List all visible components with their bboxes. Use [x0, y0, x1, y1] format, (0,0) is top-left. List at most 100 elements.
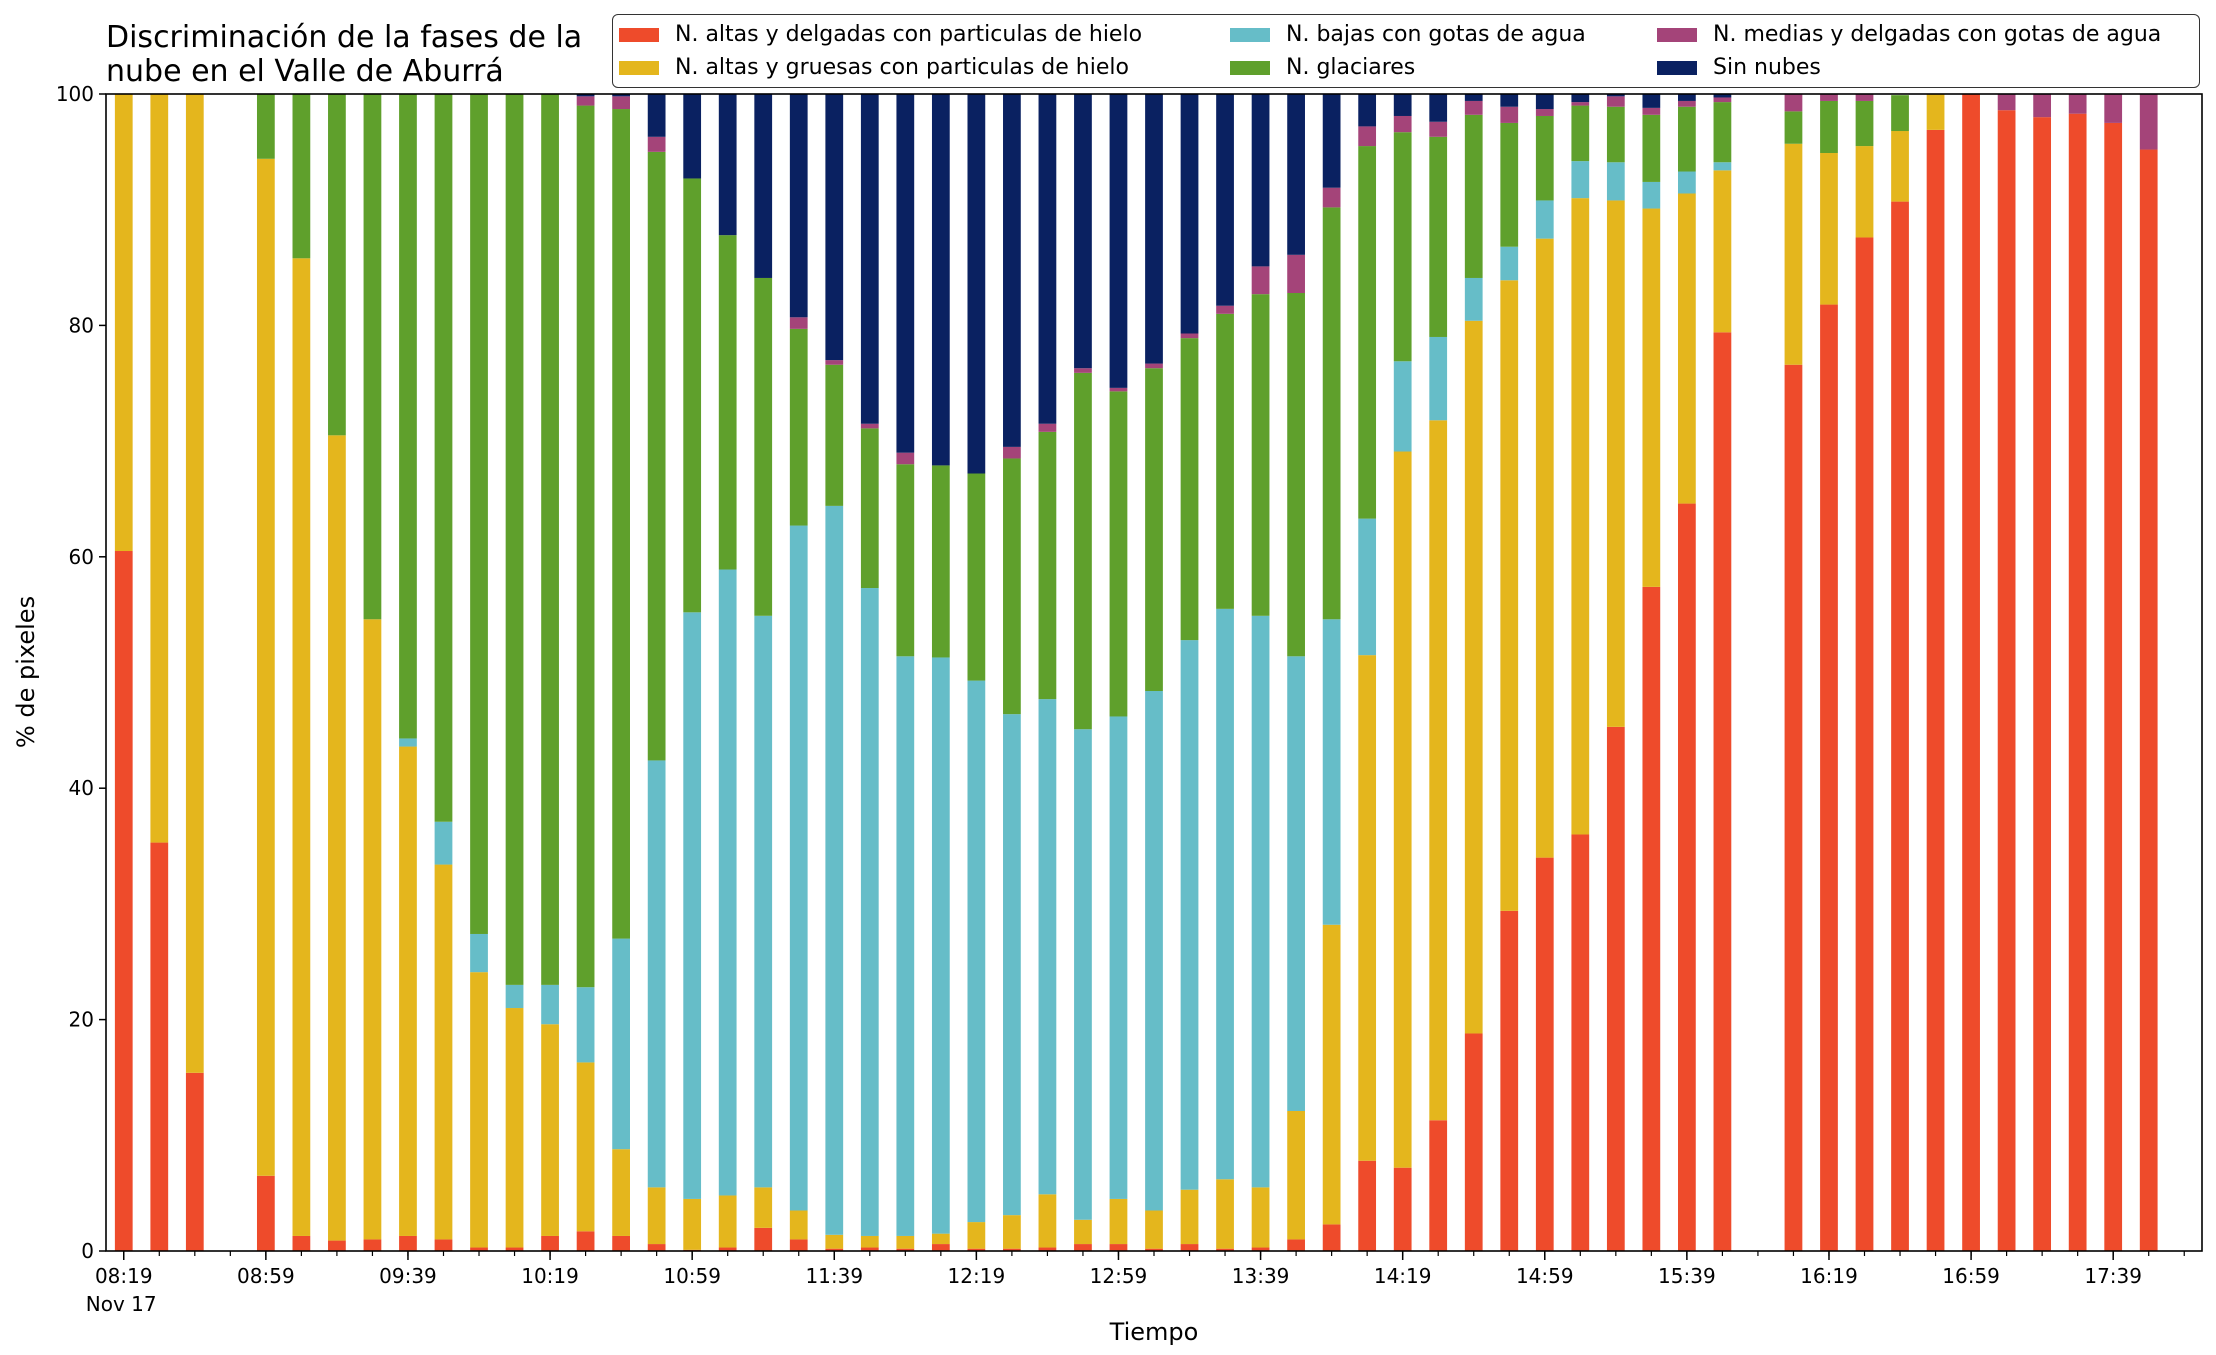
bar-segment — [1962, 94, 1980, 1251]
bar-segment — [1571, 94, 1590, 103]
bar-segment — [1358, 518, 1377, 656]
bar-segment — [1109, 387, 1128, 392]
bar-segment — [328, 435, 346, 1241]
bar-segment — [1322, 94, 1341, 188]
bar-segment — [612, 109, 630, 939]
x-tick-label: 16:59 — [1942, 1264, 2000, 1288]
bar-segment — [1180, 1189, 1199, 1245]
bar-segment — [1464, 1033, 1483, 1251]
bar-segment — [2104, 122, 2123, 1251]
bar-segment — [150, 842, 169, 1251]
bar-segment — [434, 1239, 453, 1251]
bar-segment — [1003, 714, 1021, 1216]
bar-segment — [789, 1210, 808, 1240]
x-tick-label: 12:19 — [948, 1264, 1006, 1288]
bar-segment — [647, 136, 666, 152]
bar-segment — [1038, 1194, 1057, 1248]
bar-segment — [754, 94, 773, 278]
bar-segment — [789, 1239, 808, 1251]
legend-label: N. altas y gruesas con particulas de hie… — [675, 55, 1129, 80]
bar-segment — [1642, 181, 1661, 209]
bar-segment — [2068, 94, 2087, 114]
bar-segment — [896, 452, 915, 465]
bar-segment — [1429, 1120, 1448, 1251]
bar-segment — [1678, 193, 1696, 504]
bar-segment — [1642, 586, 1661, 1251]
bar-segment — [363, 94, 382, 620]
bar-segment — [1926, 94, 1945, 130]
bar-segment — [1074, 1244, 1092, 1251]
bar-segment — [1713, 102, 1732, 163]
bar-segment — [1678, 171, 1696, 194]
legend-item: N. bajas con gotas de agua — [1230, 22, 1586, 47]
bar-segment — [256, 158, 275, 1176]
bar-segment — [541, 984, 559, 1025]
x-tick-label: 16:19 — [1800, 1264, 1858, 1288]
bar-segment — [1003, 458, 1021, 715]
legend-item: N. altas y gruesas con particulas de hie… — [619, 55, 1129, 80]
bar-segment — [1251, 94, 1270, 267]
legend-item: N. glaciares — [1230, 55, 1415, 80]
bar-segment — [967, 473, 986, 681]
bar-segment — [1145, 368, 1163, 692]
bar-segment — [505, 1247, 524, 1251]
bar-segment — [505, 94, 524, 985]
bar-segment — [789, 525, 808, 1211]
bar-segment — [1393, 1167, 1412, 1251]
bar-segment — [1251, 266, 1270, 295]
bar-segment — [1997, 94, 2016, 111]
bar-segment — [1535, 115, 1554, 201]
bar-segment — [860, 588, 879, 1236]
bar-segment — [505, 1008, 524, 1248]
bar-segment — [647, 94, 666, 137]
bar-segment — [1855, 237, 1874, 1252]
bar-segment — [1678, 503, 1696, 1252]
bar-segment — [789, 328, 808, 526]
bar-segment — [931, 1233, 950, 1245]
bar-segment — [1003, 1248, 1021, 1251]
bar-segment — [1145, 1248, 1163, 1251]
bar-segment — [860, 423, 879, 429]
bar-segment — [1322, 187, 1341, 208]
x-axis: 08:19 08:59 09:39 10:19 10:59 11:39 12:19 12:59… — [86, 1251, 2185, 1316]
legend: N. altas y delgadas con particulas de hi… — [612, 14, 2200, 88]
bar-segment — [328, 1240, 346, 1251]
bar-segment — [576, 94, 595, 97]
bar-segment — [2068, 113, 2087, 1251]
bars-layer — [114, 94, 2158, 1252]
bar-segment — [1784, 364, 1803, 1251]
bar-segment — [1287, 1239, 1305, 1251]
bar-segment — [1642, 114, 1661, 182]
bar-segment — [1678, 106, 1696, 172]
bar-segment — [292, 258, 311, 1236]
bar-segment — [1003, 94, 1021, 447]
bar-segment — [1713, 97, 1732, 103]
legend-label: Sin nubes — [1713, 55, 1821, 80]
bar-segment — [1784, 94, 1803, 112]
bar-segment — [256, 1175, 275, 1251]
bar-segment — [1216, 1179, 1234, 1249]
bar-segment — [967, 94, 986, 474]
bar-segment — [185, 94, 204, 1073]
x-tick-label: 17:39 — [2084, 1264, 2142, 1288]
bar-segment — [1464, 114, 1483, 278]
chart-title-line-2: nube en el Valle de Aburrá — [106, 54, 504, 89]
bar-segment — [1287, 94, 1305, 255]
x-tick-label: 10:59 — [663, 1264, 721, 1288]
bar-segment — [1891, 131, 1909, 202]
bar-segment — [718, 235, 737, 570]
bar-segment — [470, 972, 488, 1248]
bar-segment — [1180, 338, 1199, 641]
bar-segment — [399, 746, 417, 1236]
bar-segment — [612, 96, 630, 110]
bar-segment — [1145, 94, 1163, 364]
bar-segment — [1606, 726, 1625, 1251]
bar-segment — [1074, 1219, 1092, 1245]
bar-segment — [576, 1231, 595, 1251]
bar-segment — [1926, 129, 1945, 1251]
legend-item: N. altas y delgadas con particulas de hi… — [619, 22, 1142, 47]
x-tick-label: 08:59 — [237, 1264, 295, 1288]
bar-segment — [1784, 143, 1803, 365]
bar-segment — [1820, 153, 1838, 305]
bar-segment — [1216, 313, 1234, 609]
